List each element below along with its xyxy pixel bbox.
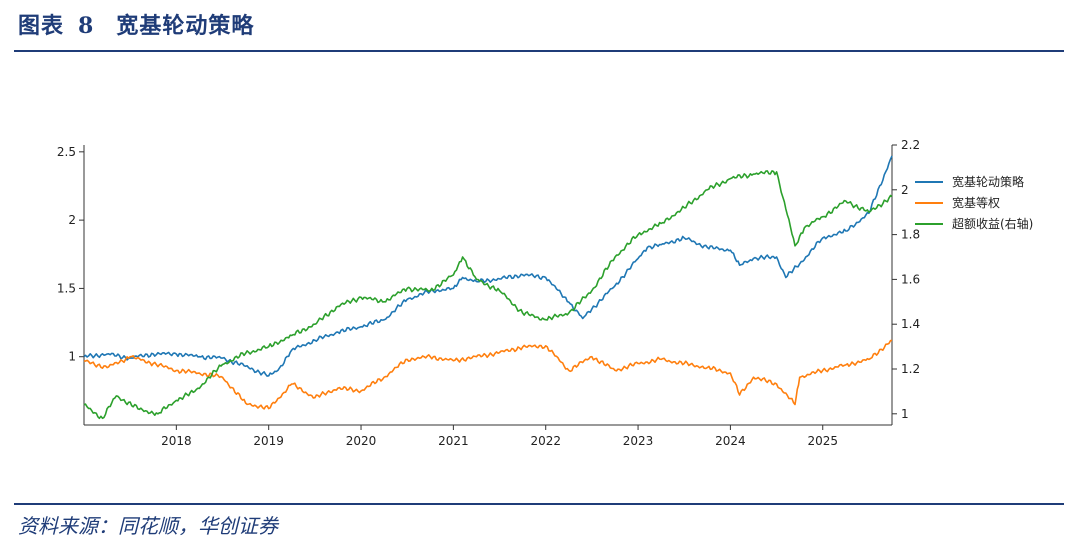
left-tick-label: 1 bbox=[68, 350, 76, 364]
x-tick-label: 2020 bbox=[346, 434, 377, 448]
figure-name: 宽基轮动策略 bbox=[116, 13, 255, 39]
left-tick-label: 1.5 bbox=[57, 281, 76, 295]
x-tick-label: 2025 bbox=[807, 434, 838, 448]
left-tick-label: 2 bbox=[68, 213, 76, 227]
series-line-1 bbox=[83, 155, 893, 377]
right-tick-label: 1 bbox=[901, 407, 909, 421]
figure-title: 图表 8 宽基轮动策略 bbox=[18, 8, 254, 40]
right-tick-label: 1.8 bbox=[901, 228, 920, 242]
source-note: 资料来源：同花顺，华创证券 bbox=[18, 514, 278, 538]
bottom-divider bbox=[14, 503, 1064, 505]
x-tick-label: 2023 bbox=[623, 434, 654, 448]
series-layer bbox=[83, 155, 893, 420]
legend-label-3: 超额收益(右轴) bbox=[952, 216, 1033, 231]
axes-layer: 1 1.5 2 2.5 1 1.2 1.4 1.6 1.8 2 2.2 2018 2019 2020 202… bbox=[57, 138, 920, 448]
right-tick-label: 1.2 bbox=[901, 362, 920, 376]
x-tick-label: 2024 bbox=[715, 434, 746, 448]
series-line-3 bbox=[83, 170, 893, 420]
chart: 1 1.5 2 2.5 1 1.2 1.4 1.6 1.8 2 2.2 2018 2019 2020 202… bbox=[57, 138, 1033, 448]
series-line-2 bbox=[83, 339, 893, 410]
x-tick-label: 2022 bbox=[530, 434, 561, 448]
right-tick-label: 2.2 bbox=[901, 138, 920, 152]
right-tick-label: 2 bbox=[901, 183, 909, 197]
right-tick-label: 1.4 bbox=[901, 317, 920, 331]
x-tick-label: 2019 bbox=[253, 434, 284, 448]
legend-label-1: 宽基轮动策略 bbox=[952, 174, 1024, 189]
legend-label-2: 宽基等权 bbox=[952, 195, 1000, 210]
figure-label: 图表 bbox=[18, 13, 65, 39]
right-tick-label: 1.6 bbox=[901, 272, 920, 286]
x-tick-label: 2018 bbox=[161, 434, 192, 448]
x-tick-label: 2021 bbox=[438, 434, 469, 448]
left-tick-label: 2.5 bbox=[57, 145, 76, 159]
top-divider bbox=[14, 50, 1064, 52]
figure-number: 8 bbox=[78, 13, 95, 39]
